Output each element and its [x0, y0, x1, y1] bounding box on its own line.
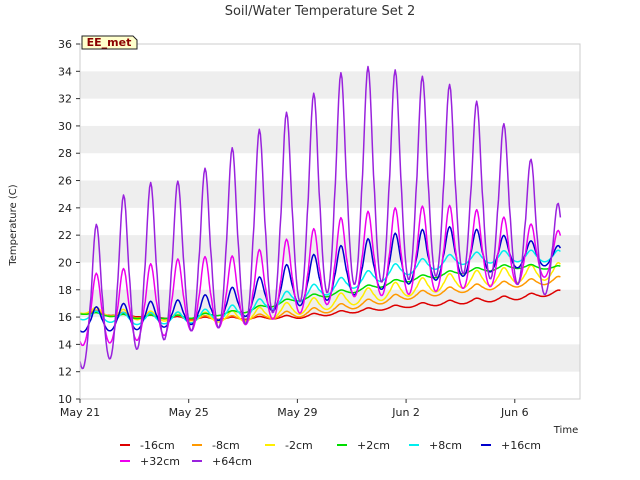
series-line-7 — [79, 65, 562, 370]
badge-box — [81, 35, 138, 50]
x-tick-labels: May 21 May 25 May 29 Jun 2 Jun 6 — [60, 399, 529, 419]
y-tick-labels: 10 12 14 16 18 20 22 24 26 28 30 32 34 36 — [58, 38, 80, 406]
legend-label: +8cm — [429, 439, 462, 452]
grid-band — [80, 344, 580, 372]
y-tick-label: 12 — [58, 366, 72, 379]
ee-met-badge: EE_met — [81, 35, 138, 50]
y-tick-label: 26 — [58, 175, 72, 188]
x-tick-label: May 21 — [60, 406, 100, 419]
grid-band — [80, 71, 580, 99]
series-lines — [79, 65, 562, 370]
y-tick-label: 18 — [58, 284, 72, 297]
legend: -16cm -8cm -2cm +2cm +8cm +16cm +32cm +64cm — [120, 439, 541, 468]
legend-label: +64cm — [212, 455, 252, 468]
legend-label: -8cm — [212, 439, 240, 452]
axes — [79, 43, 581, 400]
series-line-6 — [79, 204, 562, 347]
x-tick-label: May 29 — [277, 406, 317, 419]
grid-band — [80, 180, 580, 208]
y-tick-label: 30 — [58, 120, 72, 133]
y-tick-label: 22 — [58, 229, 72, 242]
y-axis-label: Temperature (C) — [8, 184, 19, 266]
legend-label: -2cm — [285, 439, 313, 452]
x-tick-label: Jun 2 — [391, 406, 420, 419]
x-axis-label: Time — [553, 425, 578, 436]
plot-frame — [79, 43, 581, 400]
y-tick-label: 20 — [58, 256, 72, 269]
badge-label: EE_met — [87, 36, 132, 49]
chart-title: Soil/Water Temperature Set 2 — [225, 4, 416, 19]
y-tick-label: 28 — [58, 147, 72, 160]
legend-label: +32cm — [140, 455, 180, 468]
y-tick-label: 14 — [58, 338, 72, 351]
y-tick-label: 36 — [58, 38, 72, 51]
legend-label: +16cm — [501, 439, 541, 452]
y-tick-label: 24 — [58, 202, 72, 215]
y-tick-label: 34 — [58, 65, 72, 78]
legend-label: -16cm — [140, 439, 175, 452]
y-tick-label: 10 — [58, 393, 72, 406]
grid-band — [80, 125, 580, 154]
legend-label: +2cm — [357, 439, 390, 452]
x-tick-label: May 25 — [169, 406, 209, 419]
y-tick-label: 32 — [58, 93, 72, 106]
y-tick-label: 16 — [58, 311, 72, 324]
x-tick-label: Jun 6 — [500, 406, 529, 419]
